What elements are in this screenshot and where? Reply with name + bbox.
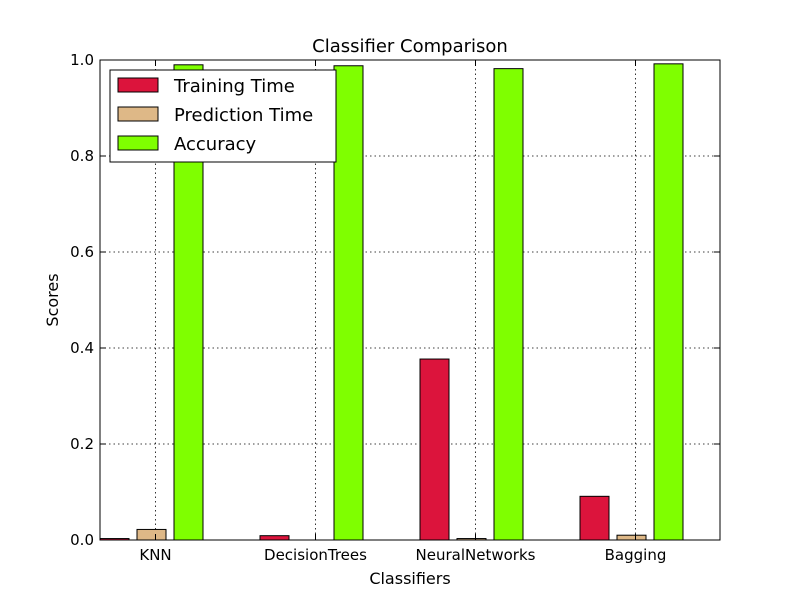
legend-swatch xyxy=(117,135,159,151)
ticks-layer: 0.0 0.2 0.4 0.6 0.8 1.0 KNN DecisionTrees Neural… xyxy=(70,51,720,564)
bar-training-time-bagging xyxy=(579,495,610,541)
legend: Training Time Prediction Time Accuracy xyxy=(109,69,337,163)
y-tick-label: 0.6 xyxy=(70,243,94,261)
y-tick-label: 0.0 xyxy=(70,531,94,549)
x-tick-label: KNN xyxy=(139,546,171,564)
x-tick-label: NeuralNetworks xyxy=(416,546,536,564)
y-tick-label: 0.2 xyxy=(70,435,94,453)
x-tick-label: DecisionTrees xyxy=(264,546,367,564)
x-axis-label: Classifiers xyxy=(369,569,450,588)
legend-swatch xyxy=(117,77,159,93)
bars-layer xyxy=(99,63,684,541)
bar-accuracy-bagging xyxy=(653,63,684,541)
bar-accuracy-decisiontrees xyxy=(333,65,364,541)
legend-label: Prediction Time xyxy=(174,105,313,126)
y-axis-label: Scores xyxy=(43,273,62,326)
y-tick-label: 0.4 xyxy=(70,339,94,357)
bar-training-time-neuralnetworks xyxy=(419,358,450,541)
bar-accuracy-neuralnetworks xyxy=(493,68,524,541)
plot-frame xyxy=(99,59,721,541)
bar-prediction-time-bagging xyxy=(616,534,647,541)
legend-swatch xyxy=(117,106,159,122)
y-tick-label: 1.0 xyxy=(70,51,94,69)
chart-title: Classifier Comparison xyxy=(312,36,508,57)
grid-layer xyxy=(100,59,720,541)
legend-label: Training Time xyxy=(173,76,295,97)
legend-label: Accuracy xyxy=(174,134,257,155)
bar-training-time-decisiontrees xyxy=(259,535,290,541)
bar-prediction-time-knn xyxy=(136,528,167,541)
y-tick-label: 0.8 xyxy=(70,147,94,165)
x-tick-label: Bagging xyxy=(605,546,667,564)
